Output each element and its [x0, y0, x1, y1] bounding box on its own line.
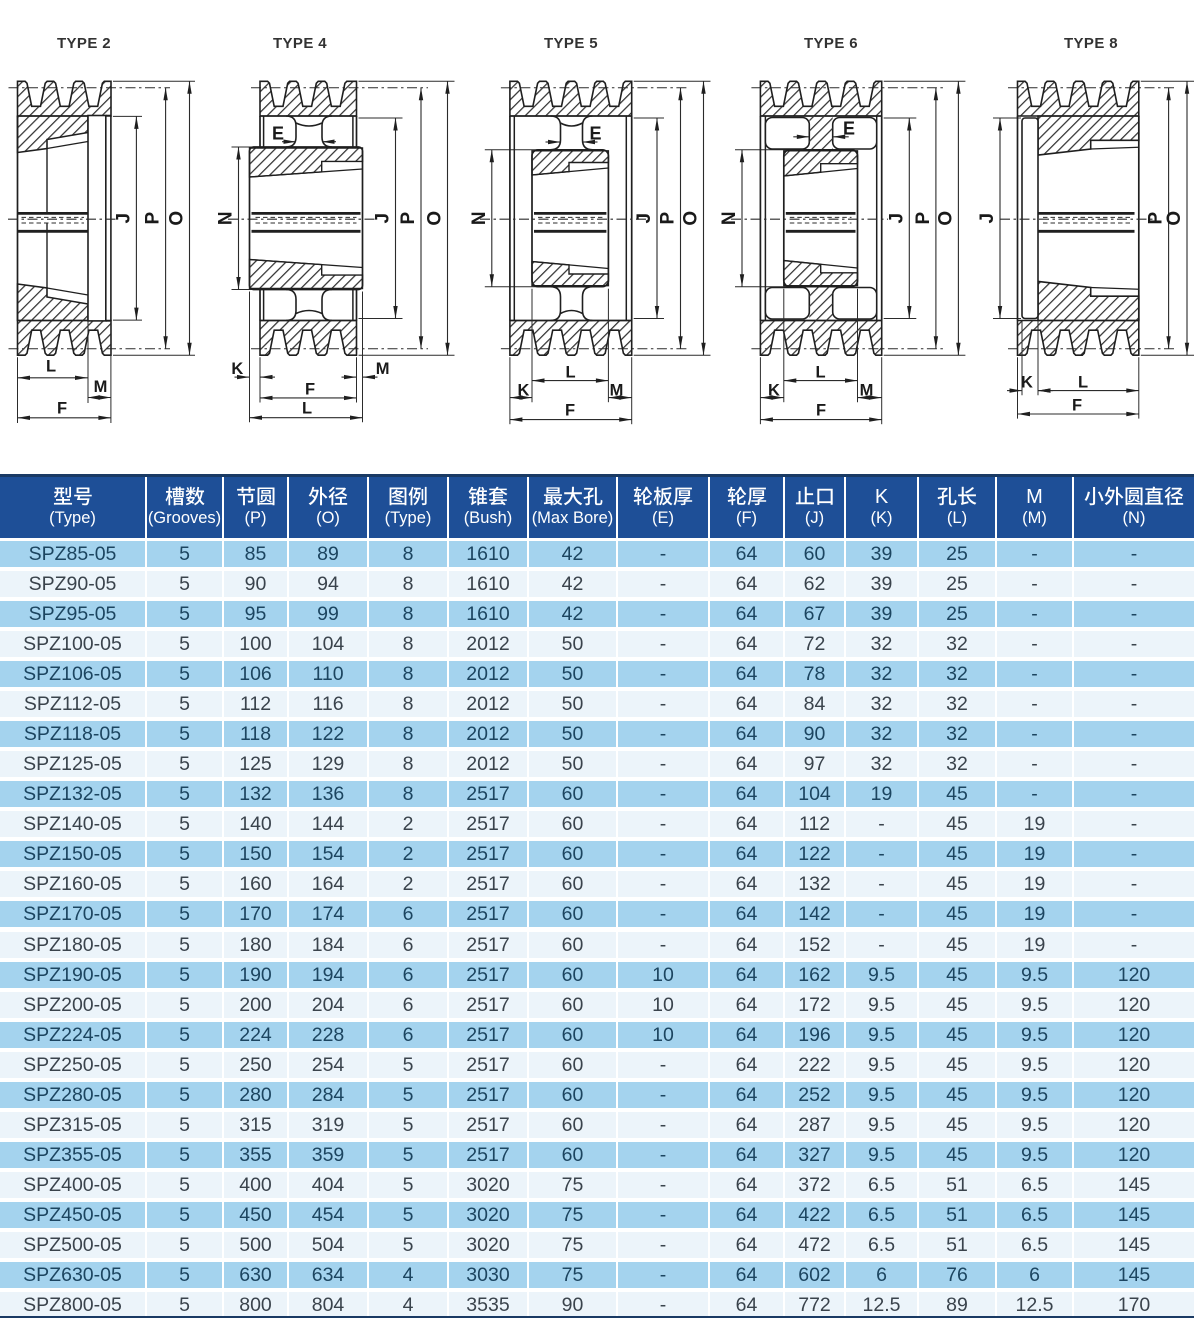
svg-text:O: O: [1164, 211, 1185, 226]
svg-text:K: K: [1021, 374, 1033, 392]
svg-text:P: P: [1146, 212, 1167, 225]
svg-text:O: O: [167, 211, 188, 226]
svg-text:N: N: [469, 211, 490, 225]
svg-text:M: M: [610, 382, 624, 400]
svg-text:N: N: [719, 211, 740, 225]
svg-text:F: F: [816, 402, 826, 420]
svg-text:M: M: [94, 378, 108, 396]
svg-text:M: M: [860, 382, 874, 400]
svg-text:J: J: [886, 213, 907, 224]
svg-text:F: F: [57, 400, 67, 418]
svg-text:F: F: [305, 381, 315, 399]
svg-text:L: L: [1078, 374, 1088, 392]
svg-text:F: F: [565, 402, 575, 420]
svg-text:J: J: [373, 213, 394, 224]
svg-text:O: O: [681, 211, 702, 226]
svg-text:M: M: [376, 360, 390, 378]
svg-text:P: P: [658, 212, 679, 225]
svg-text:O: O: [425, 211, 446, 226]
svg-text:K: K: [518, 382, 530, 400]
svg-text:O: O: [935, 211, 956, 226]
svg-text:L: L: [565, 364, 575, 382]
svg-text:L: L: [302, 400, 312, 418]
svg-text:J: J: [113, 213, 134, 224]
svg-text:E: E: [272, 124, 284, 144]
svg-text:F: F: [1072, 397, 1082, 415]
svg-text:N: N: [216, 211, 237, 225]
svg-text:K: K: [231, 360, 243, 378]
svg-text:J: J: [977, 213, 998, 224]
svg-text:K: K: [768, 382, 780, 400]
svg-text:L: L: [815, 364, 825, 382]
svg-text:P: P: [913, 212, 934, 225]
svg-text:P: P: [143, 212, 164, 225]
svg-text:J: J: [634, 213, 655, 224]
svg-text:P: P: [398, 212, 419, 225]
svg-text:E: E: [589, 124, 601, 144]
svg-text:L: L: [46, 358, 56, 376]
svg-text:E: E: [843, 119, 855, 139]
